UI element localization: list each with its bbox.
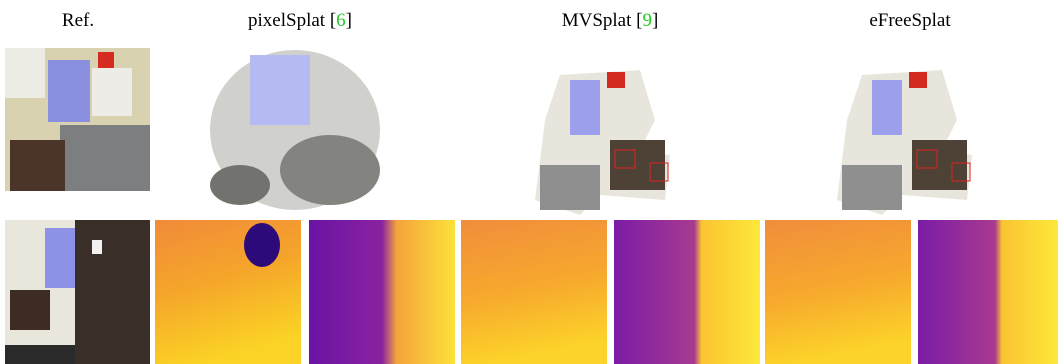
shape [92,240,102,254]
depth-map [614,220,760,364]
header-text: ] [652,10,658,31]
depth-map [918,220,1058,364]
reference-image [5,220,150,364]
header-text: eFreeSplat [869,10,951,31]
shape [842,165,902,210]
page-body: Ref. pixelSplat [6] MVSplat [9] eFreeSpl… [0,0,1058,364]
shape [10,290,50,330]
shape [75,220,150,364]
reference-image [5,48,150,191]
shape [250,55,310,125]
citation: 6 [336,10,346,31]
depth-artifact [244,223,280,267]
shape [540,165,600,210]
column-header: MVSplat [9] [562,10,659,31]
header-text: ] [346,10,352,31]
shape [872,80,902,135]
shape [45,228,75,288]
shape [570,80,600,135]
shape [10,140,65,191]
depth-map [765,220,911,364]
shape [60,125,150,191]
shape [92,68,132,116]
column-header: eFreeSplat [869,10,951,31]
shape [5,48,45,98]
shape [98,52,114,68]
efreesplat-render [837,70,972,215]
shape [909,72,927,88]
column-header: Ref. [62,10,94,31]
header-text: pixelSplat [ [248,10,336,31]
figure: Ref. pixelSplat [6] MVSplat [9] eFreeSpl… [0,0,1058,364]
depth-map [309,220,455,364]
header-text: MVSplat [ [562,10,643,31]
shape [5,345,75,364]
mvsplat-render [535,70,670,215]
shape [210,165,270,205]
shape [280,135,380,205]
shape [610,140,665,190]
shape [48,60,90,122]
pixelsplat-render [210,50,380,210]
shape [607,72,625,88]
header-text: Ref. [62,10,94,31]
column-header: pixelSplat [6] [248,10,352,31]
page: {"figure": {"columns": [ {"label": "Ref.… [0,0,1058,364]
shape [912,140,967,190]
depth-map [461,220,607,364]
citation: 9 [642,10,652,31]
